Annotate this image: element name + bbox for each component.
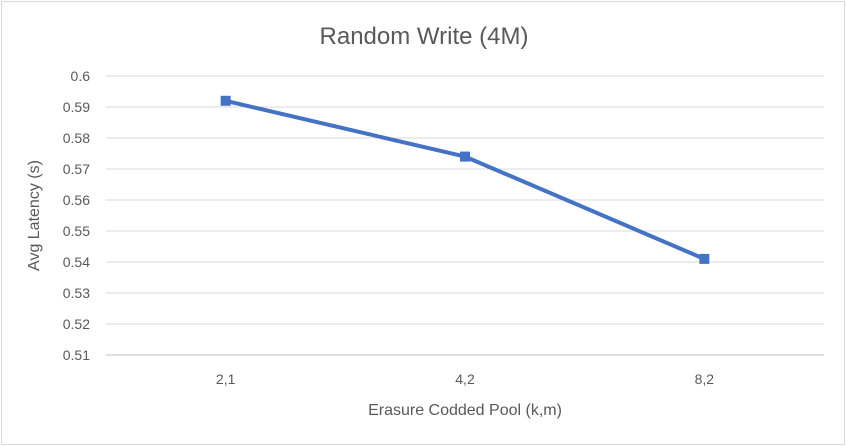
y-axis-tick-labels: 0.51 0.52 0.53 0.54 0.55 0.56 0.57 0.58 0.59 0.6	[63, 68, 90, 363]
x-tick-label: 8,2	[695, 371, 715, 387]
y-tick-label: 0.56	[63, 192, 90, 208]
y-tick-label: 0.51	[63, 347, 90, 363]
x-axis-tick-labels: 2,1 4,2 8,2	[216, 371, 714, 387]
series-line	[225, 98, 706, 261]
x-axis-label: Erasure Codded Pool (k,m)	[368, 402, 562, 419]
y-tick-label: 0.52	[63, 316, 90, 332]
x-tick-label: 2,1	[216, 371, 236, 387]
x-tick-label: 4,2	[455, 371, 475, 387]
y-tick-label: 0.6	[71, 68, 91, 84]
y-tick-label: 0.57	[63, 161, 90, 177]
y-tick-label: 0.58	[63, 130, 90, 146]
data-point-marker	[220, 95, 231, 106]
y-tick-label: 0.54	[63, 254, 90, 270]
data-point-marker	[699, 253, 710, 264]
chart-title: Random Write (4M)	[320, 23, 529, 50]
gridlines	[106, 75, 824, 356]
series-markers	[220, 95, 710, 264]
y-tick-label: 0.59	[63, 99, 90, 115]
y-tick-label: 0.55	[63, 223, 90, 239]
y-tick-label: 0.53	[63, 285, 90, 301]
data-point-marker	[460, 151, 470, 162]
y-axis-label: Avg Latency (s)	[26, 160, 43, 271]
